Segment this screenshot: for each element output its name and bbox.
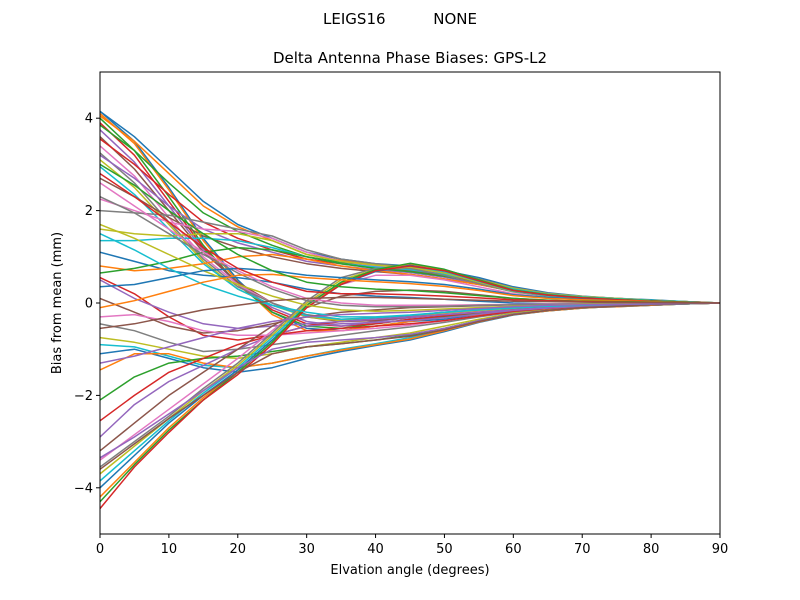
series-line: [100, 273, 720, 309]
x-tick-label: 40: [367, 542, 384, 557]
y-tick-label: −4: [74, 481, 93, 496]
x-tick-label: 90: [712, 542, 729, 557]
x-tick-label: 20: [230, 542, 247, 557]
x-tick-label: 30: [298, 542, 315, 557]
figure-suptitle: LEIGS16 NONE: [323, 10, 477, 28]
x-tick-label: 0: [96, 542, 104, 557]
y-axis-label: Bias from mean (mm): [50, 232, 65, 374]
y-tick-label: 0: [85, 297, 93, 312]
x-tick-label: 70: [574, 542, 591, 557]
x-axis: 0 10 20 30 40 50 60 70 80 90: [96, 534, 728, 557]
y-tick-label: 2: [85, 204, 93, 219]
chart-title: Delta Antenna Phase Biases: GPS-L2: [273, 49, 547, 67]
series-line: [100, 265, 720, 510]
y-tick-label: 4: [85, 112, 93, 127]
series-line: [100, 302, 720, 438]
x-tick-label: 10: [161, 542, 178, 557]
x-tick-label: 60: [505, 542, 522, 557]
x-tick-label: 80: [643, 542, 660, 557]
x-axis-label: Elvation angle (degrees): [330, 563, 489, 578]
series-line: [100, 302, 720, 364]
series-line: [100, 302, 720, 471]
series-lines: [100, 110, 720, 510]
y-axis: −4 −2 0 2 4: [74, 112, 100, 496]
series-line: [100, 296, 720, 330]
y-tick-label: −2: [74, 389, 93, 404]
x-tick-label: 50: [436, 542, 453, 557]
